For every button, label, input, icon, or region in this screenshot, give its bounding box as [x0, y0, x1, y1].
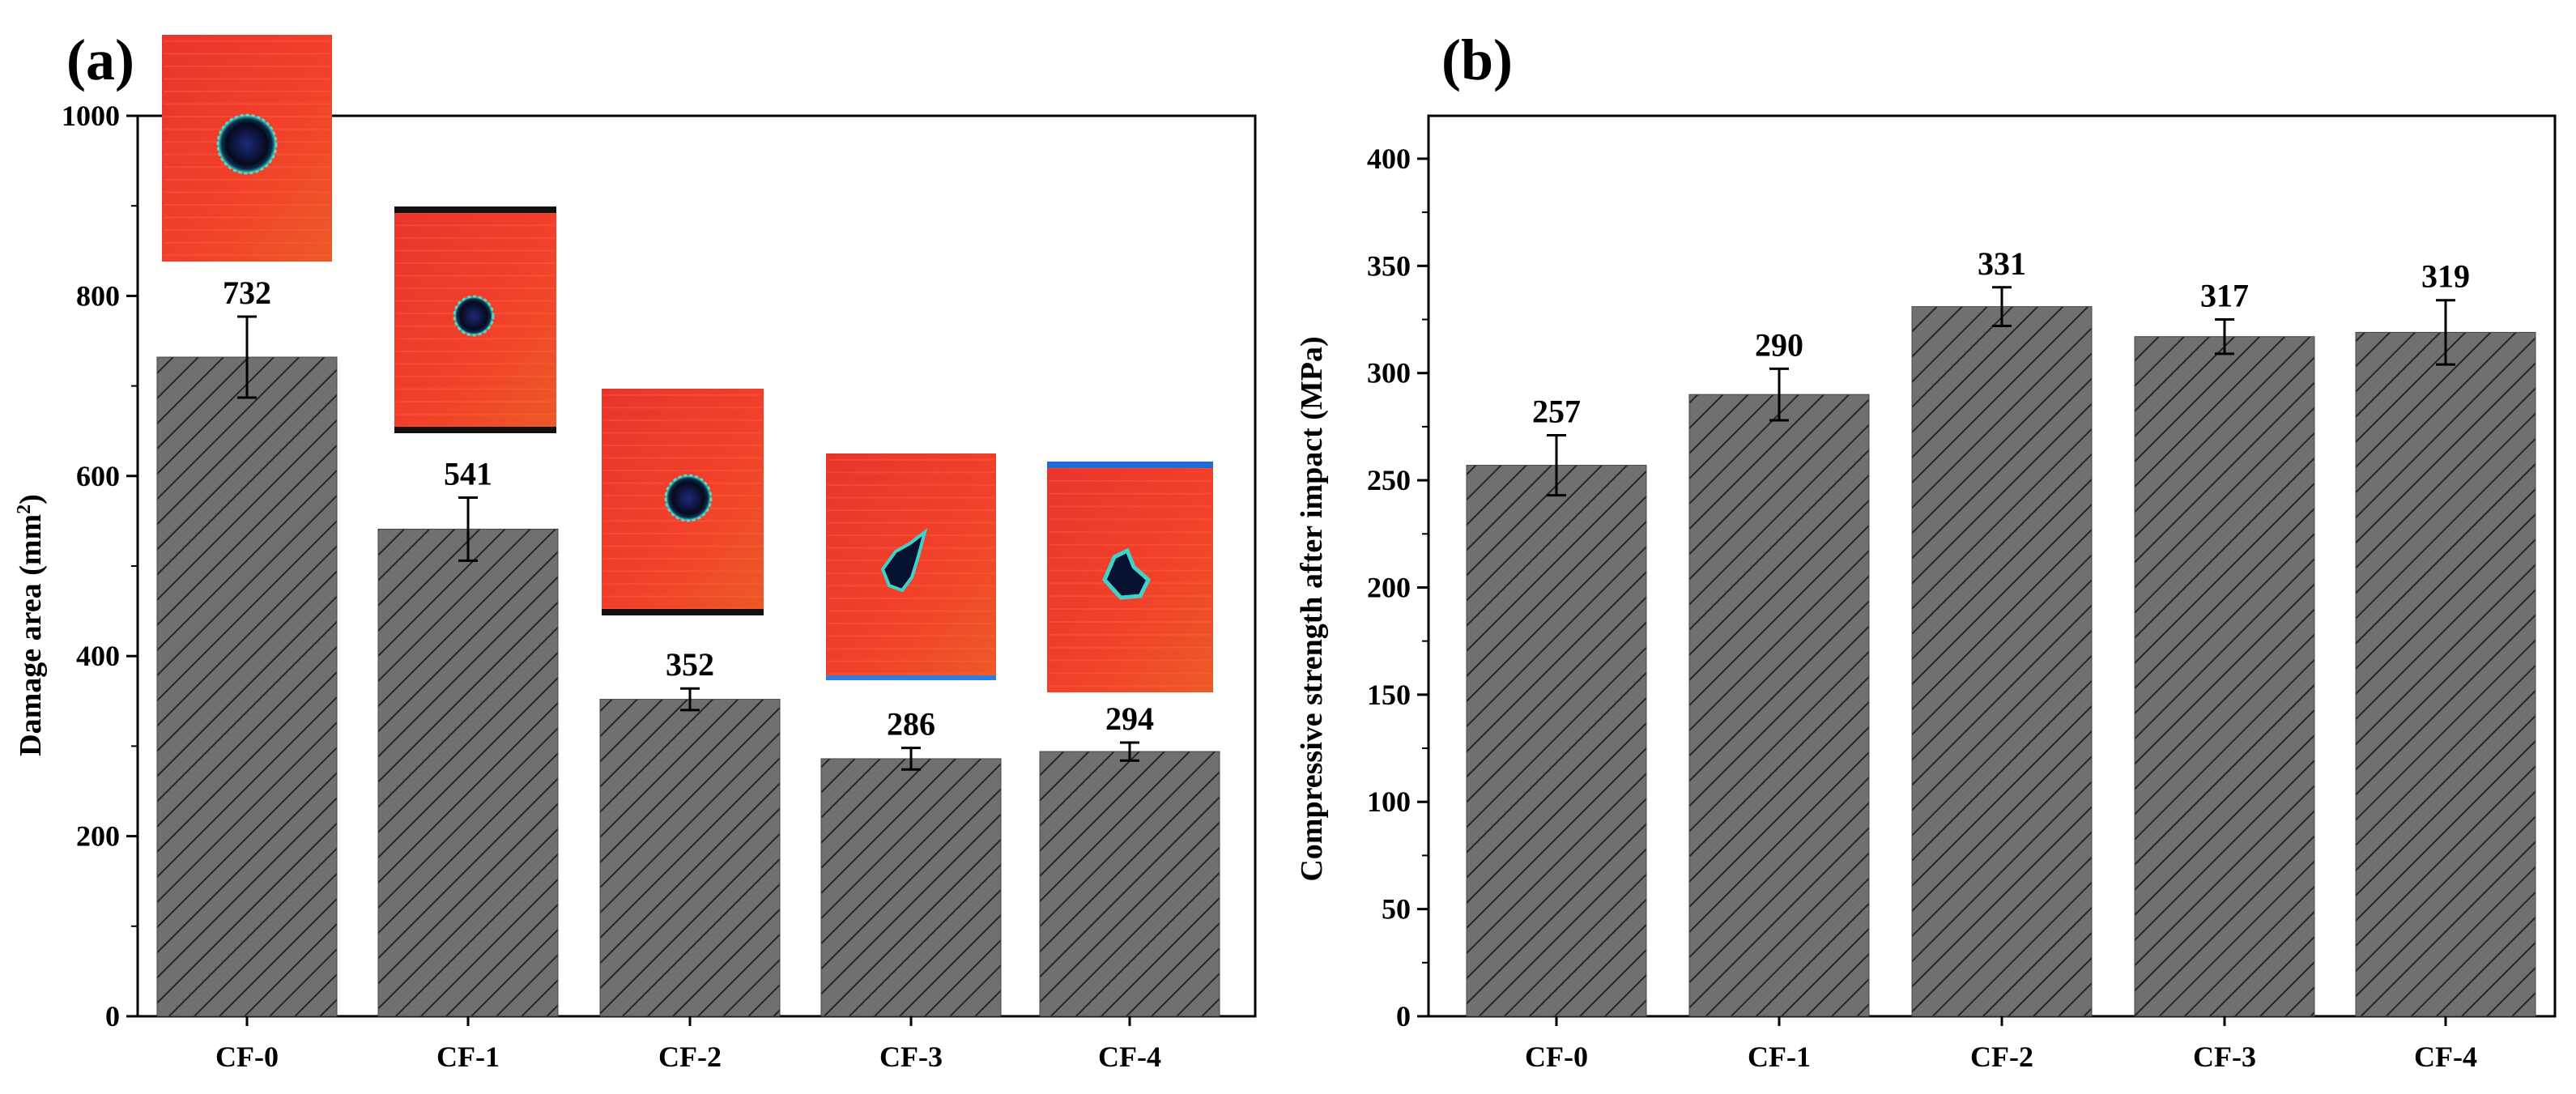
panel-b-y-tick-label: 150: [1367, 679, 1411, 711]
panel-b-y-tick-label: 50: [1382, 893, 1411, 926]
panel-b-label: (b): [1441, 28, 1513, 92]
panel-b-value-label: 317: [2200, 278, 2249, 314]
panel-a-y-tick-label: 200: [76, 820, 120, 853]
damage-hole: [1102, 547, 1152, 600]
damage-hole: [880, 527, 928, 593]
panel-b-value-label: 257: [1532, 393, 1581, 429]
c-scan-image-3: [826, 453, 996, 680]
c-scan-edge: [602, 609, 764, 615]
c-scan-image-2: [602, 389, 764, 615]
panel-a-y-axis-title-text: Damage area (mm: [14, 514, 48, 756]
panel-a-bar-cf-2: [599, 699, 781, 1017]
panel-b-y-tick-label: 200: [1367, 571, 1411, 603]
panel-a-value-label: 352: [666, 646, 714, 683]
panel-a-y-tick-label: 800: [76, 279, 120, 312]
panel-b-plot-area: 0 50 100 150 200 250 300 350 400 CF-0 257 CF-1 290 CF…: [1367, 114, 2557, 1073]
panel-a-y-tick-label: 0: [105, 1000, 120, 1032]
panel-a-plot-area: 0 200 400 600 800 1000 CF-0 732 CF-1 541 CF-2 352 CF…: [62, 35, 1257, 1073]
damage-hole: [453, 295, 495, 337]
panel-b-x-tick-label: CF-4: [2414, 1041, 2477, 1073]
panel-b-y-tick-label: 350: [1367, 249, 1411, 282]
panel-a-x-tick-label: CF-4: [1098, 1041, 1161, 1073]
panel-b-x-tick-label: CF-3: [2193, 1041, 2256, 1073]
panel-b-bar-cf-4: [2355, 331, 2536, 1017]
c-scan-edge: [394, 206, 556, 213]
panel-a-damage-area-chart: (a) 0 200 400 600 800 1000 CF-0 732 CF-1 541 CF-2 3…: [14, 28, 1257, 1073]
panel-a-value-label: 541: [444, 455, 492, 492]
panel-b-value-label: 331: [1978, 245, 2026, 282]
panel-b-x-tick-label: CF-2: [1970, 1041, 2033, 1073]
panel-a-y-axis-title-superscript: 2: [14, 504, 35, 514]
panel-b-bar-cf-2: [1911, 306, 2093, 1017]
panel-a-bar-cf-4: [1039, 751, 1220, 1017]
panel-a-bar-cf-3: [820, 758, 1002, 1017]
panel-a-bar-cf-0: [156, 356, 338, 1017]
panel-a-value-label: 286: [887, 706, 935, 743]
damage-hole: [664, 474, 713, 522]
c-scan-image-4: [1047, 462, 1213, 692]
panel-b-bar-cf-0: [1466, 465, 1647, 1017]
panel-b-y-tick-label: 0: [1396, 1000, 1411, 1032]
panel-a-y-tick-label: 1000: [62, 100, 120, 132]
panel-a-bar-cf-1: [377, 528, 559, 1017]
panel-a-x-tick-label: CF-2: [658, 1041, 722, 1073]
panel-a-x-tick-label: CF-3: [879, 1041, 943, 1073]
panel-a-value-label: 732: [223, 275, 271, 311]
c-scan-image-0: [162, 35, 332, 262]
panel-b-bar-cf-1: [1688, 394, 1870, 1017]
panel-a-y-axis-title: Damage area (mm2): [14, 494, 48, 756]
panel-a-y-tick-label: 600: [76, 460, 120, 492]
panel-b-y-tick-label: 400: [1367, 143, 1411, 175]
panel-a-x-tick-label: CF-1: [436, 1041, 500, 1073]
panel-b-compressive-strength-chart: (b) 0 50 100 150 200 250 300 350 400 CF-0 257 CF-1 2…: [1295, 28, 2557, 1073]
c-scan-edge: [826, 675, 996, 680]
panel-b-y-tick-label: 250: [1367, 464, 1411, 496]
c-scan-edge: [394, 427, 556, 433]
c-scan-edge: [1047, 462, 1213, 468]
panel-b-bar-cf-3: [2134, 336, 2315, 1017]
panel-b-value-label: 290: [1755, 326, 1803, 363]
panel-b-y-axis-title: Compressive strength after impact (MPa): [1295, 336, 1329, 881]
c-scan-image-1: [394, 206, 556, 433]
damage-hole: [216, 113, 278, 175]
panel-a-y-tick-label: 400: [76, 640, 120, 672]
panel-b-value-label: 319: [2421, 258, 2470, 295]
panel-b-x-tick-label: CF-1: [1748, 1041, 1811, 1073]
panel-a-y-axis-title-end: ): [14, 494, 48, 504]
panel-a-value-label: 294: [1105, 700, 1154, 737]
panel-b-y-tick-label: 100: [1367, 785, 1411, 818]
panel-a-label: (a): [66, 28, 134, 92]
panel-b-x-tick-label: CF-0: [1525, 1041, 1588, 1073]
panel-b-y-tick-label: 300: [1367, 357, 1411, 389]
panel-a-x-tick-label: CF-0: [215, 1041, 279, 1073]
